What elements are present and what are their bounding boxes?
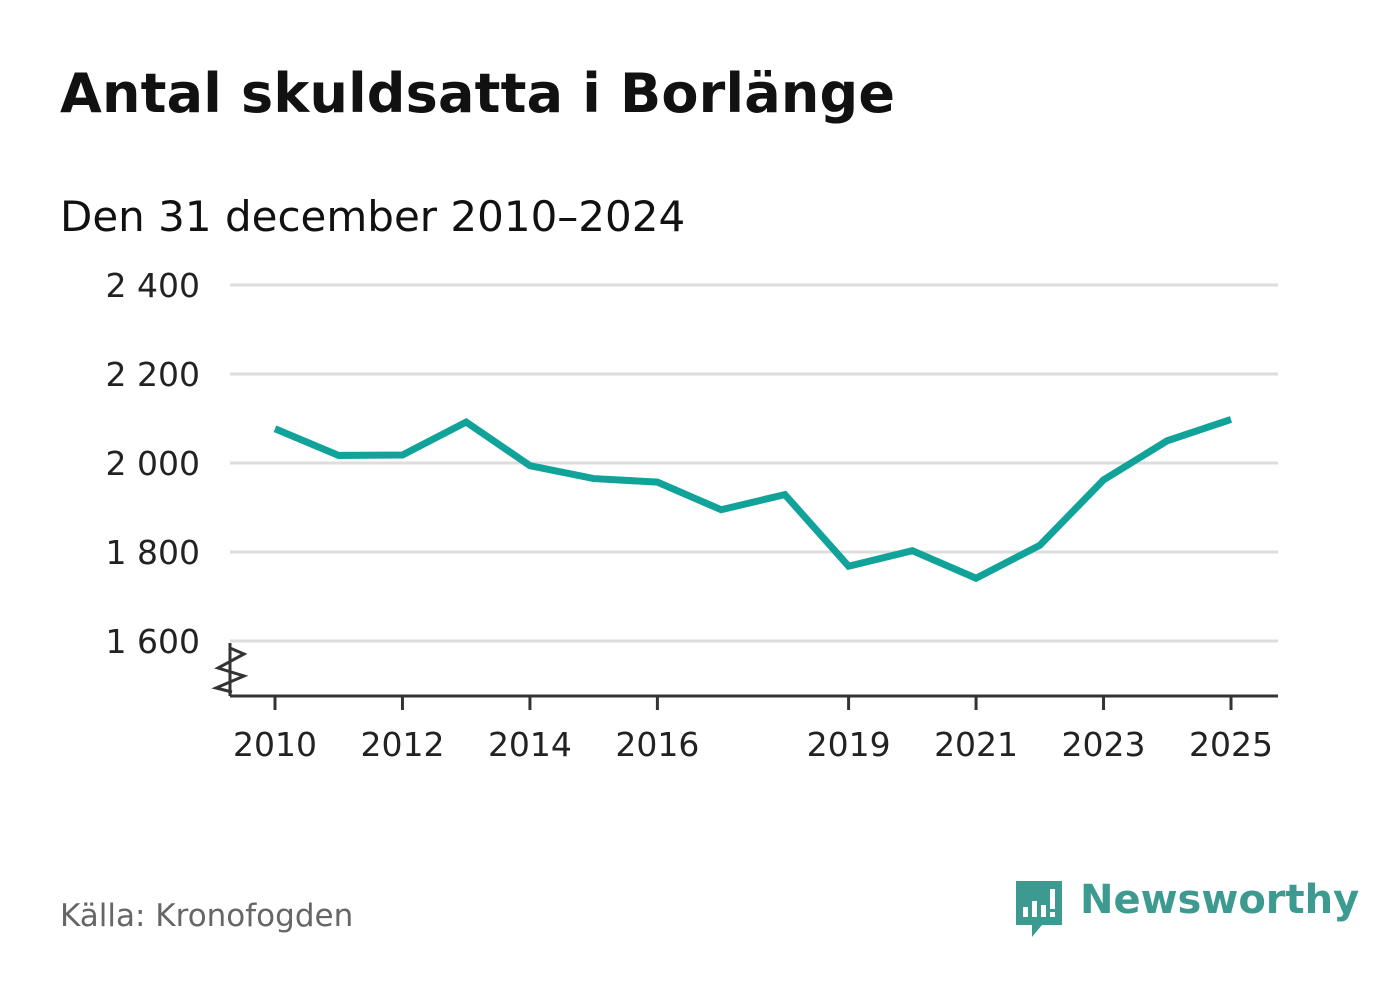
x-tick-label: 2014 [488, 725, 572, 764]
gridlines [230, 283, 1278, 643]
x-tick-label: 2023 [1062, 725, 1146, 764]
x-tick-label: 2012 [360, 725, 444, 764]
x-tick-label: 2010 [233, 725, 317, 764]
brand-logo: Newsworthy [1012, 876, 1359, 940]
brand-name: Newsworthy [1080, 877, 1360, 923]
source-note: Källa: Kronofogden [60, 898, 354, 934]
y-tick-label: 1 600 [106, 622, 200, 661]
x-axis [211, 643, 1278, 698]
x-tick-label: 2025 [1189, 725, 1273, 764]
series-group [273, 416, 1233, 583]
x-tick-label: 2016 [615, 725, 699, 764]
chart-title: Antal skuldsatta i Borlänge [60, 62, 896, 125]
y-tick-label: 2 400 [106, 266, 200, 305]
x-tick-label: 2019 [807, 725, 891, 764]
chart-subtitle: Den 31 december 2010–2024 [60, 192, 686, 241]
series-line [273, 416, 1233, 583]
x-axis-ticks: 2010 2012 2014 2016 2019 2021 2023 2025 [233, 696, 1273, 764]
axis-break-icon [211, 646, 249, 694]
y-tick-label: 2 200 [106, 355, 200, 394]
newsworthy-logo-icon [1016, 881, 1062, 937]
y-tick-label: 2 000 [106, 444, 200, 483]
x-tick-label: 2021 [934, 725, 1018, 764]
y-tick-label: 1 800 [106, 533, 200, 572]
y-axis-ticks: 1 600 1 800 2 000 2 200 2 400 [106, 266, 200, 661]
